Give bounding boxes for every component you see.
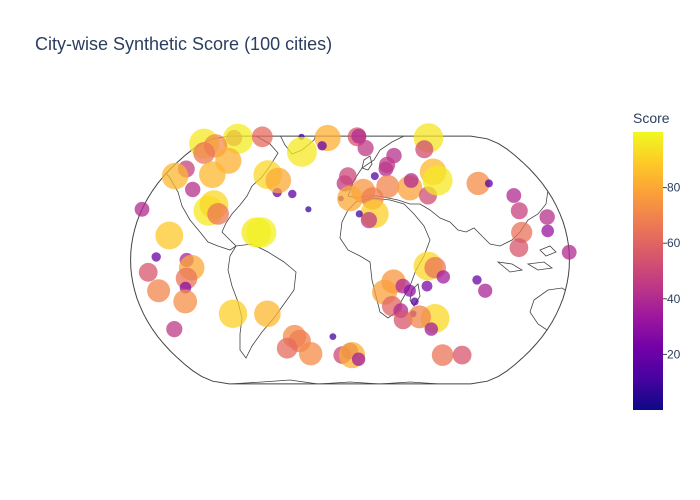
city-point-67[interactable] — [147, 279, 171, 303]
city-point-40[interactable] — [484, 179, 493, 188]
city-point-17[interactable] — [415, 140, 434, 159]
city-markers[interactable] — [134, 123, 577, 369]
city-point-93[interactable] — [299, 342, 323, 366]
city-point-13[interactable] — [317, 141, 327, 151]
city-point-33[interactable] — [376, 174, 400, 198]
north-america-coastline — [154, 136, 279, 251]
city-point-44[interactable] — [134, 201, 150, 217]
city-point-15[interactable] — [357, 140, 374, 157]
city-point-28[interactable] — [339, 167, 357, 185]
city-point-19[interactable] — [161, 162, 189, 190]
city-point-39[interactable] — [466, 171, 490, 196]
city-point-31[interactable] — [379, 156, 396, 173]
japan-coastline — [559, 176, 569, 205]
colorbar-tick-label: 80 — [667, 181, 681, 195]
colorbar-gradient — [633, 132, 663, 410]
city-point-48[interactable] — [155, 221, 184, 250]
new-zealand-coastline — [586, 326, 594, 342]
city-point-50[interactable] — [246, 217, 277, 248]
city-point-35[interactable] — [403, 173, 419, 188]
city-point-11[interactable] — [193, 142, 216, 164]
city-point-63[interactable] — [138, 262, 158, 282]
city-point-24[interactable] — [265, 167, 292, 194]
city-point-3[interactable] — [222, 123, 253, 154]
city-point-99[interactable] — [431, 344, 454, 366]
city-point-20[interactable] — [199, 161, 226, 188]
city-point-8[interactable] — [351, 128, 367, 144]
city-point-4[interactable] — [251, 126, 273, 148]
city-point-58[interactable] — [509, 238, 529, 258]
city-point-47[interactable] — [207, 203, 230, 225]
city-point-29[interactable] — [370, 172, 379, 181]
eurasia-coastline — [347, 136, 561, 247]
city-point-70[interactable] — [254, 300, 281, 328]
city-point-84[interactable] — [410, 297, 419, 306]
city-point-79[interactable] — [478, 283, 493, 298]
city-point-65[interactable] — [175, 267, 198, 290]
colorbar-tick-label: 20 — [667, 347, 681, 361]
city-point-94[interactable] — [329, 333, 337, 340]
city-point-42[interactable] — [510, 202, 528, 220]
colorbar: 20 40 60 80 — [633, 132, 681, 410]
city-point-90[interactable] — [408, 305, 431, 329]
city-point-25[interactable] — [288, 189, 297, 199]
city-point-60[interactable] — [561, 244, 577, 260]
city-point-57[interactable] — [511, 221, 533, 243]
city-point-56[interactable] — [360, 212, 377, 229]
indonesia-coastline — [496, 245, 557, 273]
city-point-68[interactable] — [173, 289, 198, 314]
city-point-71[interactable] — [166, 321, 183, 338]
colorbar-tick-label: 40 — [667, 292, 681, 306]
city-point-69[interactable] — [218, 299, 248, 328]
city-point-61[interactable] — [151, 252, 161, 262]
uk-coastline — [361, 155, 373, 171]
city-point-51[interactable] — [305, 206, 312, 213]
city-point-76[interactable] — [421, 280, 433, 292]
city-point-52[interactable] — [337, 185, 363, 212]
city-point-88[interactable] — [393, 310, 413, 330]
city-point-100[interactable] — [452, 345, 472, 365]
city-point-78[interactable] — [472, 275, 482, 285]
city-point-41[interactable] — [506, 188, 522, 203]
city-point-43[interactable] — [539, 209, 555, 225]
city-point-14[interactable] — [286, 136, 317, 167]
city-point-38[interactable] — [422, 165, 453, 196]
city-point-21[interactable] — [185, 181, 201, 198]
south-america-coastline — [227, 243, 297, 359]
city-point-59[interactable] — [541, 224, 554, 238]
city-point-83[interactable] — [403, 284, 416, 297]
city-point-92[interactable] — [276, 337, 298, 359]
australia-coastline — [529, 287, 570, 333]
colorbar-tick-label: 60 — [667, 236, 681, 250]
city-point-98[interactable] — [351, 352, 366, 366]
colorbar-title: Score — [633, 110, 670, 126]
antarctica-coastline — [175, 379, 549, 384]
city-point-55[interactable] — [355, 210, 363, 218]
city-point-91[interactable] — [424, 322, 438, 336]
chart-title: City-wise Synthetic Score (100 cities) — [35, 34, 333, 54]
city-point-77[interactable] — [436, 270, 450, 284]
